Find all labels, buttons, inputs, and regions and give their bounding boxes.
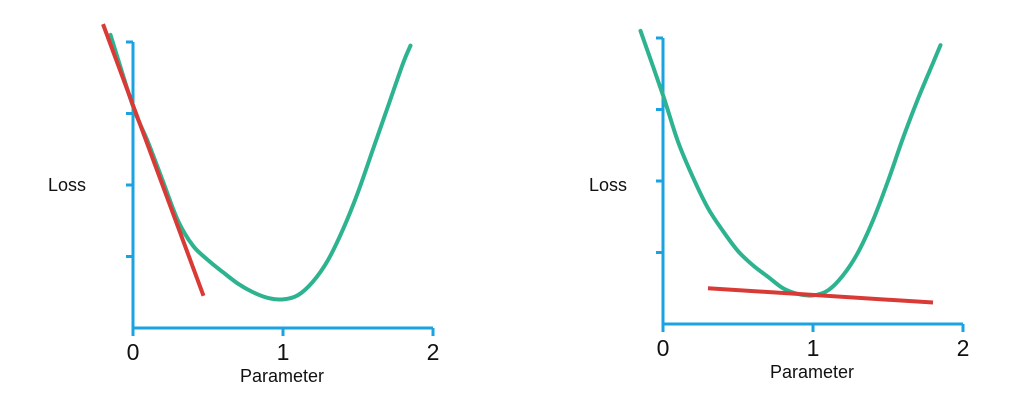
chart-right: 0 1 2 Loss Parameter <box>589 28 970 382</box>
x-tick-label: 1 <box>807 335 820 361</box>
tangent-line <box>101 23 206 297</box>
tangent-line <box>707 286 934 305</box>
x-tick-label: 1 <box>277 339 290 365</box>
x-tick-label: 2 <box>427 339 440 365</box>
x-tick-label: 0 <box>657 335 670 361</box>
x-axis-label: Parameter <box>240 366 324 386</box>
y-axis-label: Loss <box>48 175 86 195</box>
x-axis-label: Parameter <box>770 362 854 382</box>
loss-curve <box>638 28 943 298</box>
x-tick-label: 2 <box>957 335 970 361</box>
x-tick-label: 0 <box>127 339 140 365</box>
chart-left: 0 1 2 Loss Parameter <box>48 23 440 386</box>
y-axis-label: Loss <box>589 175 627 195</box>
